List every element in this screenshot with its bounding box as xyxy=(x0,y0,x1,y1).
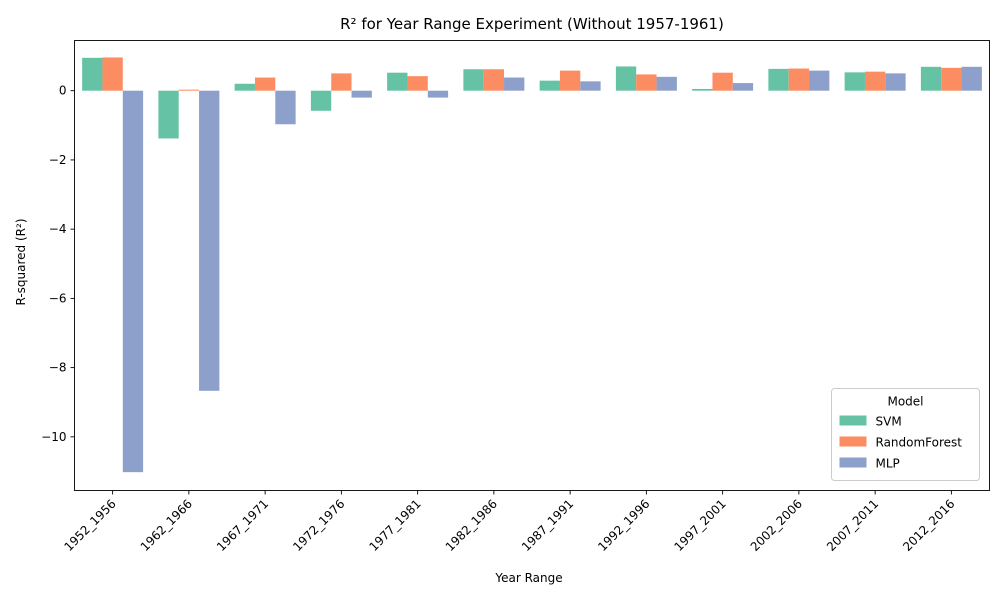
bar-svm-1967_1971 xyxy=(234,83,255,91)
bar-randomforest-1977_1981 xyxy=(407,76,428,91)
bar-svm-1977_1981 xyxy=(387,72,408,91)
legend-title: Model xyxy=(887,395,923,409)
bar-randomforest-2007_2011 xyxy=(864,71,886,91)
bar-svm-1952_1956 xyxy=(82,57,103,91)
legend-box xyxy=(831,388,980,481)
x-tick-label: 1987_1991 xyxy=(519,497,576,554)
bar-randomforest-1962_1966 xyxy=(178,89,200,91)
bar-mlp-1977_1981 xyxy=(427,90,449,98)
x-tick-label: 2012_2016 xyxy=(900,497,957,554)
y-tick-label: 0 xyxy=(59,84,67,98)
legend-swatch-svm xyxy=(839,415,867,426)
x-tick-label: 1972_1976 xyxy=(290,497,347,554)
x-tick-label: 1962_1966 xyxy=(138,497,195,554)
bar-svm-1987_1991 xyxy=(539,80,560,91)
x-tick-label: 1977_1981 xyxy=(366,497,423,554)
x-tick-label: 1992_1996 xyxy=(595,497,652,554)
bar-randomforest-1952_1956 xyxy=(102,57,123,91)
chart-title: R² for Year Range Experiment (Without 19… xyxy=(340,15,724,33)
bar-svm-1982_1986 xyxy=(463,69,484,91)
bar-svm-2012_2016 xyxy=(920,66,942,91)
x-tick-label: 1982_1986 xyxy=(443,497,500,554)
bar-mlp-2002_2006 xyxy=(809,70,830,91)
bar-mlp-1967_1971 xyxy=(275,90,296,125)
bar-mlp-1992_1996 xyxy=(656,76,677,91)
x-tick-label: 1967_1971 xyxy=(214,497,271,554)
bar-svm-1992_1996 xyxy=(615,66,637,91)
bar-svm-2007_2011 xyxy=(844,72,865,91)
legend-label-randomforest: RandomForest xyxy=(876,436,963,450)
bar-mlp-1952_1956 xyxy=(122,90,144,473)
bar-randomforest-2012_2016 xyxy=(941,67,962,91)
bar-randomforest-1972_1976 xyxy=(331,73,352,91)
y-axis-label: R-squared (R²) xyxy=(14,218,28,305)
x-tick-label: 2002_2006 xyxy=(748,497,805,554)
y-tick-label: −8 xyxy=(49,361,67,375)
legend-swatch-randomforest xyxy=(839,436,867,447)
y-tick-label: −6 xyxy=(49,291,67,305)
bar-randomforest-1967_1971 xyxy=(254,77,276,91)
bar-mlp-1997_2001 xyxy=(732,83,754,91)
bar-randomforest-1987_1991 xyxy=(559,70,581,91)
x-tick-label: 1997_2001 xyxy=(671,497,728,554)
bar-svm-2002_2006 xyxy=(768,68,789,91)
plot-frame xyxy=(74,40,990,491)
x-tick-label: 1952_1956 xyxy=(61,497,118,554)
bar-randomforest-1992_1996 xyxy=(636,74,657,91)
y-tick-label: −2 xyxy=(49,153,67,167)
bar-mlp-2012_2016 xyxy=(961,66,982,91)
bar-randomforest-1982_1986 xyxy=(483,69,505,91)
x-axis-label: Year Range xyxy=(494,571,562,585)
bar-mlp-1987_1991 xyxy=(580,81,601,91)
legend: Model SVM RandomForest MLP xyxy=(831,388,980,481)
y-tick-label: −10 xyxy=(41,430,66,444)
plot-area xyxy=(82,57,982,473)
bar-mlp-2007_2011 xyxy=(885,73,906,91)
bar-svm-1997_2001 xyxy=(692,88,713,91)
legend-label-svm: SVM xyxy=(876,415,902,429)
bar-mlp-1982_1986 xyxy=(504,77,525,91)
legend-swatch-mlp xyxy=(839,457,867,468)
bar-svm-1972_1976 xyxy=(310,90,332,111)
bar-svm-1962_1966 xyxy=(158,90,179,139)
legend-label-mlp: MLP xyxy=(876,457,900,471)
y-tick-label: −4 xyxy=(49,222,67,236)
bar-mlp-1962_1966 xyxy=(199,90,220,391)
bar-mlp-1972_1976 xyxy=(351,90,372,98)
axes: 0 −2 −4 −6 −8 −10 1952_1956 1962_1966 1967_1971 1… xyxy=(41,84,957,554)
bar-randomforest-1997_2001 xyxy=(712,72,733,91)
x-tick-label: 2007_2011 xyxy=(824,497,881,554)
bar-randomforest-2002_2006 xyxy=(788,68,810,91)
